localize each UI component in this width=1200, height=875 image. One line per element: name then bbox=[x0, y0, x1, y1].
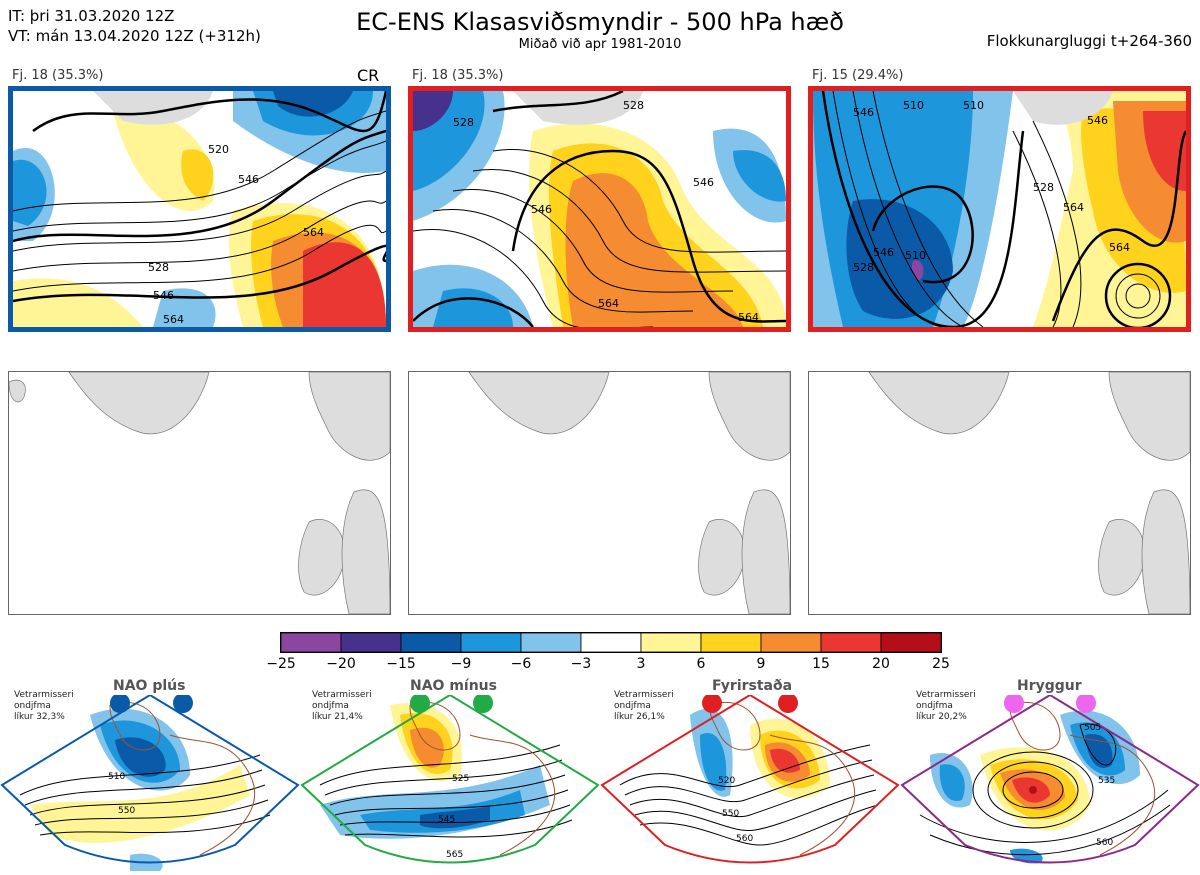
colorbar-cell bbox=[640, 632, 702, 653]
colorbar-cell bbox=[700, 632, 762, 653]
initial-time: IT: þri 31.03.2020 12Z bbox=[8, 7, 175, 25]
empty-map-1 bbox=[8, 371, 391, 615]
regime-title-blocking: Fyrirstaða bbox=[712, 678, 793, 694]
colorbar-tick-label: −25 bbox=[266, 656, 296, 672]
cluster-map-2: 528 528 546 564 546 564 bbox=[408, 86, 791, 332]
page-subtitle: Miðað við apr 1981-2010 bbox=[518, 37, 682, 52]
contour-label: 560 bbox=[736, 834, 753, 844]
contour-label: 546 bbox=[873, 246, 894, 259]
colorbar-tick-label: −6 bbox=[510, 656, 532, 672]
panel-2-label: Fj. 18 (35.3%) bbox=[412, 68, 504, 83]
colorbar bbox=[280, 632, 944, 658]
contour-label: 520 bbox=[718, 776, 735, 786]
valid-time: VT: mán 13.04.2020 12Z (+312h) bbox=[8, 27, 261, 45]
contour-label: 564 bbox=[738, 311, 759, 324]
regime-info-ridge: Vetrarmisseri ondjfma líkur 20,2% bbox=[916, 690, 976, 722]
contour-label: 545 bbox=[438, 815, 455, 825]
colorbar-cell bbox=[460, 632, 522, 653]
regime-title-nao-minus: NAO mínus bbox=[410, 678, 497, 694]
colorbar-cell bbox=[820, 632, 882, 653]
colorbar-tick-label: 15 bbox=[812, 656, 830, 672]
cluster-map-3: 546 510 510 546 528 564 564 528 546 510 bbox=[808, 86, 1191, 332]
regime-dot bbox=[1076, 693, 1096, 713]
colorbar-cell bbox=[400, 632, 462, 653]
colorbar-tick-label: −15 bbox=[386, 656, 416, 672]
contour-label: 546 bbox=[693, 176, 714, 189]
colorbar-tick-label: 20 bbox=[872, 656, 890, 672]
contour-label: 520 bbox=[208, 143, 229, 156]
panel-1-tag: CR bbox=[357, 66, 380, 85]
contour-label: 528 bbox=[1033, 181, 1054, 194]
cluster-map-1: 520 546 564 528 546 564 bbox=[8, 86, 391, 332]
regime-dot bbox=[173, 693, 193, 713]
contour-label: 510 bbox=[903, 99, 924, 112]
regime-title-nao-plus: NAO plús bbox=[113, 678, 186, 694]
panel-3-label: Fj. 15 (29.4%) bbox=[812, 68, 904, 83]
contour-label: 505 bbox=[1084, 723, 1101, 733]
contour-label: 546 bbox=[1087, 114, 1108, 127]
classification-window: Flokkunargluggi t+264-360 bbox=[986, 32, 1192, 50]
regime-title-ridge: Hryggur bbox=[1017, 678, 1082, 694]
contour-label: 528 bbox=[853, 261, 874, 274]
contour-label: 510 bbox=[108, 772, 125, 782]
page-title: EC-ENS Klasasviðsmyndir - 500 hPa hæð bbox=[356, 8, 844, 36]
contour-label: 564 bbox=[303, 226, 324, 239]
regime-map-nao-plus: 510 550 bbox=[0, 693, 300, 871]
contour-label: 510 bbox=[963, 99, 984, 112]
regime-dot bbox=[778, 693, 798, 713]
regime-map-blocking: 520 550 560 bbox=[600, 693, 900, 871]
contour-label: 546 bbox=[853, 106, 874, 119]
contour-label: 560 bbox=[1096, 838, 1113, 848]
header-info: IT: þri 31.03.2020 12Z VT: mán 13.04.202… bbox=[8, 6, 261, 46]
regime-dot bbox=[473, 693, 493, 713]
colorbar-cell bbox=[580, 632, 642, 653]
contour-label: 546 bbox=[238, 173, 259, 186]
colorbar-cell bbox=[760, 632, 822, 653]
colorbar-tick-label: 3 bbox=[636, 656, 646, 672]
contour-label: 535 bbox=[1098, 776, 1115, 786]
contour-label: 550 bbox=[722, 809, 739, 819]
contour-label: 510 bbox=[905, 249, 926, 262]
regime-map-nao-minus: 525 545 565 bbox=[300, 693, 600, 871]
contour-label: 564 bbox=[163, 313, 184, 326]
colorbar-cell bbox=[520, 632, 582, 653]
contour-label: 565 bbox=[446, 850, 463, 860]
colorbar-cell bbox=[880, 632, 942, 653]
panel-1-label: Fj. 18 (35.3%) bbox=[12, 68, 104, 83]
contour-label: 550 bbox=[118, 806, 135, 816]
regime-dot bbox=[702, 693, 722, 713]
colorbar-tick-label: 6 bbox=[696, 656, 706, 672]
regime-map-ridge: 505 535 560 bbox=[900, 693, 1200, 871]
empty-map-3 bbox=[808, 371, 1191, 615]
colorbar-tick-label: 9 bbox=[756, 656, 766, 672]
colorbar-tick-label: 25 bbox=[932, 656, 950, 672]
regime-info-blocking: Vetrarmisseri ondjfma líkur 26,1% bbox=[614, 690, 674, 722]
contour-label: 525 bbox=[452, 774, 469, 784]
colorbar-cell bbox=[280, 632, 342, 653]
contour-label: 528 bbox=[453, 116, 474, 129]
colorbar-tick-label: −20 bbox=[326, 656, 356, 672]
empty-map-2 bbox=[408, 371, 791, 615]
regime-info-nao-minus: Vetrarmisseri ondjfma líkur 21,4% bbox=[312, 690, 372, 722]
colorbar-cell bbox=[340, 632, 402, 653]
contour-label: 564 bbox=[1109, 241, 1130, 254]
regime-dot bbox=[410, 693, 430, 713]
colorbar-tick-label: −3 bbox=[570, 656, 592, 672]
colorbar-tick-label: −9 bbox=[450, 656, 472, 672]
contour-label: 564 bbox=[598, 297, 619, 310]
contour-label: 546 bbox=[153, 289, 174, 302]
contour-label: 528 bbox=[623, 99, 644, 112]
regime-dot bbox=[1004, 693, 1024, 713]
regime-dot bbox=[110, 693, 130, 713]
regime-info-nao-plus: Vetrarmisseri ondjfma líkur 32,3% bbox=[14, 690, 74, 722]
contour-label: 546 bbox=[531, 203, 552, 216]
contour-label: 528 bbox=[148, 261, 169, 274]
contour-label: 564 bbox=[1063, 201, 1084, 214]
